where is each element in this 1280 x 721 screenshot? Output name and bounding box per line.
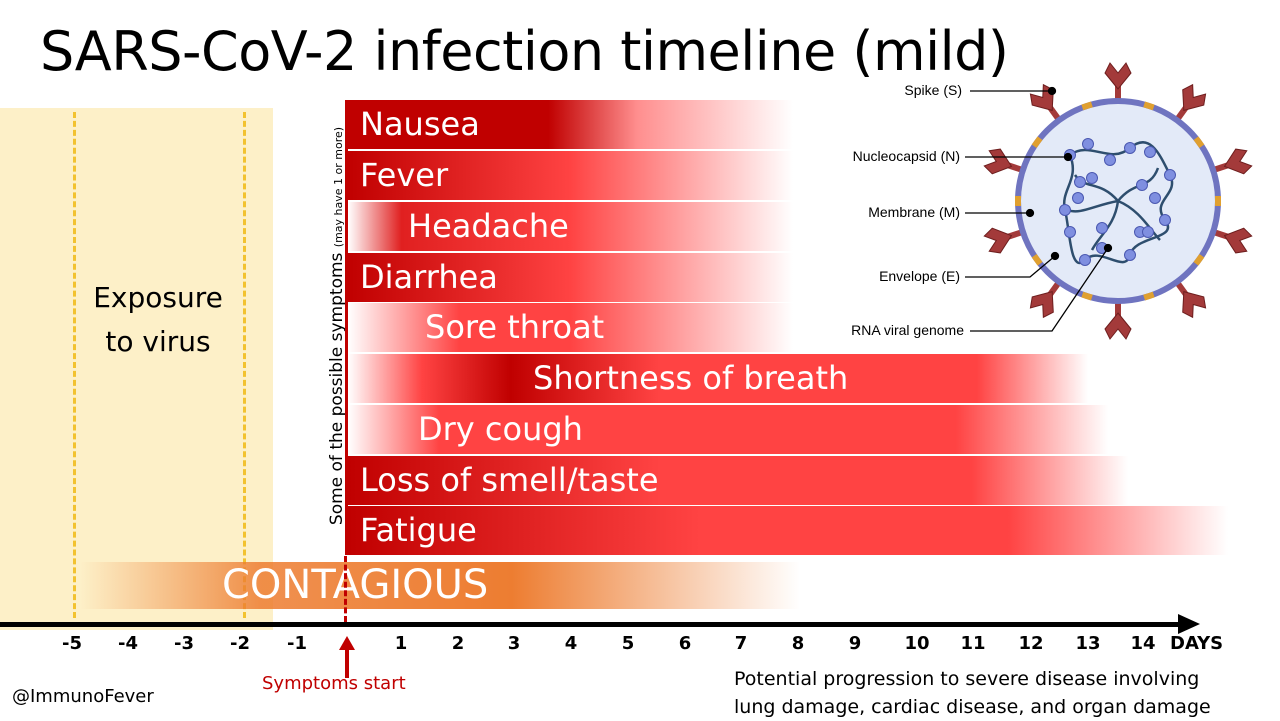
symptom-bar: Nausea	[348, 100, 793, 149]
side-label: Some of the possible symptoms (may have …	[327, 100, 347, 552]
day-tick-label: 13	[1075, 633, 1101, 654]
day-tick-label: 2	[451, 633, 465, 654]
symptom-label: Headache	[408, 207, 569, 245]
symptom-bar: Fever	[348, 151, 793, 200]
symptom-bar: Shortness of breath	[348, 354, 1088, 403]
exposure-label-line2: to virus	[105, 325, 211, 358]
exposure-band	[0, 108, 273, 630]
progression-line1: Potential progression to severe disease …	[734, 668, 1200, 690]
day-tick-label: 1	[394, 633, 408, 654]
progression-line2: lung damage, cardiac disease, and organ …	[734, 696, 1211, 718]
day-tick-label: 10	[904, 633, 930, 654]
symptom-label: Fatigue	[360, 511, 477, 549]
exposure-start-dashed-line	[73, 112, 76, 618]
day-tick-label: 5	[621, 633, 635, 654]
day-tick-label: 4	[564, 633, 578, 654]
progression-note: Potential progression to severe disease …	[734, 665, 1274, 721]
day-axis-line	[0, 622, 1180, 627]
day-tick-label: 14	[1130, 633, 1156, 654]
symptom-bar: Headache	[348, 202, 793, 251]
rna-genome-label: RNA viral genome	[851, 322, 964, 338]
symptoms-start-arrow-icon	[339, 636, 355, 678]
exposure-end-dashed-line	[243, 112, 246, 618]
day-tick-label: -1	[287, 633, 307, 654]
day-tick-label: 6	[678, 633, 692, 654]
day-axis-unit-label: DAYS	[1170, 633, 1224, 654]
day-tick-label: -5	[62, 633, 82, 654]
day-tick-label: 7	[734, 633, 748, 654]
day-tick-label: -4	[118, 633, 138, 654]
virus-particle-icon	[983, 62, 1253, 340]
page-title: SARS-CoV-2 infection timeline (mild)	[40, 20, 1009, 83]
symptoms-start-line	[345, 100, 348, 555]
symptom-label: Diarrhea	[360, 258, 498, 296]
side-label-container: Some of the possible symptoms (may have …	[327, 100, 347, 552]
symptom-bar: Fatigue	[348, 506, 1228, 555]
day-tick-label: 11	[960, 633, 986, 654]
day-axis-arrowhead	[1178, 614, 1200, 634]
day-tick-label: 3	[507, 633, 521, 654]
symptom-label: Sore throat	[425, 308, 605, 346]
symptom-bar: Loss of smell/taste	[348, 456, 1128, 505]
day-tick-label: 8	[791, 633, 805, 654]
virus-diagram: Spike (S) Nucleocapsid (N) Membrane (M) …	[851, 62, 1253, 340]
contagious-label: CONTAGIOUS	[222, 562, 489, 608]
nucleocapsid-label: Nucleocapsid (N)	[853, 148, 960, 164]
exposure-label: Exposure to virus	[78, 276, 238, 364]
day-tick-label: 9	[848, 633, 862, 654]
contagious-bar	[80, 562, 800, 609]
symptom-bar: Dry cough	[348, 405, 1108, 454]
day-tick-label: -3	[174, 633, 194, 654]
symptoms-start-label: Symptoms start	[262, 673, 406, 694]
membrane-label: Membrane (M)	[868, 204, 960, 220]
symptoms-start-dashed-line	[344, 556, 347, 622]
envelope-label: Envelope (E)	[879, 268, 960, 284]
exposure-label-line1: Exposure	[93, 281, 223, 314]
spike-label: Spike (S)	[904, 82, 962, 98]
symptom-label: Shortness of breath	[533, 359, 849, 397]
day-tick-label: 12	[1018, 633, 1044, 654]
day-tick-label: -2	[230, 633, 250, 654]
side-label-main: Some of the possible symptoms	[327, 252, 347, 526]
symptom-bar: Diarrhea	[348, 253, 793, 302]
symptom-label: Loss of smell/taste	[360, 461, 659, 499]
symptom-label: Fever	[360, 156, 449, 194]
credit-handle: @ImmunoFever	[12, 686, 154, 707]
symptom-label: Nausea	[360, 105, 480, 143]
side-label-note: (may have 1 or more)	[332, 126, 345, 248]
symptom-bar: Sore throat	[348, 303, 793, 352]
symptom-label: Dry cough	[418, 410, 583, 448]
